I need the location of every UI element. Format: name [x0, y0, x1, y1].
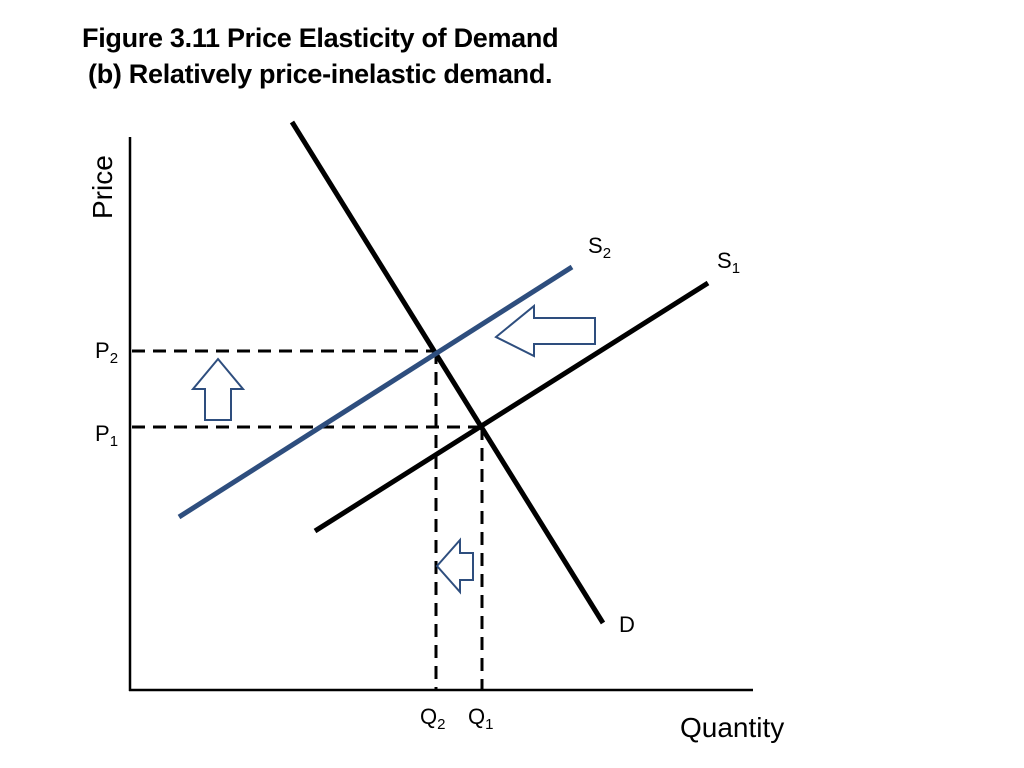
q1-label: Q1 [468, 704, 493, 733]
figure-subtitle: (b) Relatively price-inelastic demand. [88, 59, 553, 89]
q2-label: Q2 [420, 704, 445, 733]
price-increase-up-arrow [190, 357, 246, 421]
q2-label-main: Q [420, 704, 437, 729]
demand-label: D [619, 612, 635, 637]
s2-label-main: S [588, 233, 603, 258]
s1-label-sub: 1 [732, 260, 740, 277]
supply-curve-s2 [177, 264, 574, 520]
p1-label-main: P [95, 421, 110, 446]
p1-label: P1 [95, 421, 118, 450]
figure-title: Figure 3.11 Price Elasticity of Demand [82, 23, 559, 53]
s2-label-sub: 2 [603, 245, 611, 262]
p2-label-main: P [95, 338, 110, 363]
p2-label-sub: 2 [110, 350, 118, 367]
figure-title-block: Figure 3.11 Price Elasticity of Demand (… [82, 20, 559, 92]
s1-label: S1 [717, 248, 740, 277]
s1-label-main: S [717, 248, 732, 273]
supply-curve-s1 [313, 280, 710, 534]
q1-label-sub: 1 [485, 716, 493, 733]
q1-label-main: Q [468, 704, 485, 729]
p1-label-sub: 1 [110, 433, 118, 450]
y-axis-label: Price [87, 155, 118, 219]
demand-curve [289, 120, 606, 625]
quantity-decrease-left-arrow [435, 537, 474, 595]
supply-shift-left-arrow [494, 303, 596, 358]
s2-label: S2 [588, 233, 611, 262]
x-axis-label: Quantity [680, 712, 784, 743]
p2-label: P2 [95, 338, 118, 367]
q2-label-sub: 2 [437, 716, 445, 733]
